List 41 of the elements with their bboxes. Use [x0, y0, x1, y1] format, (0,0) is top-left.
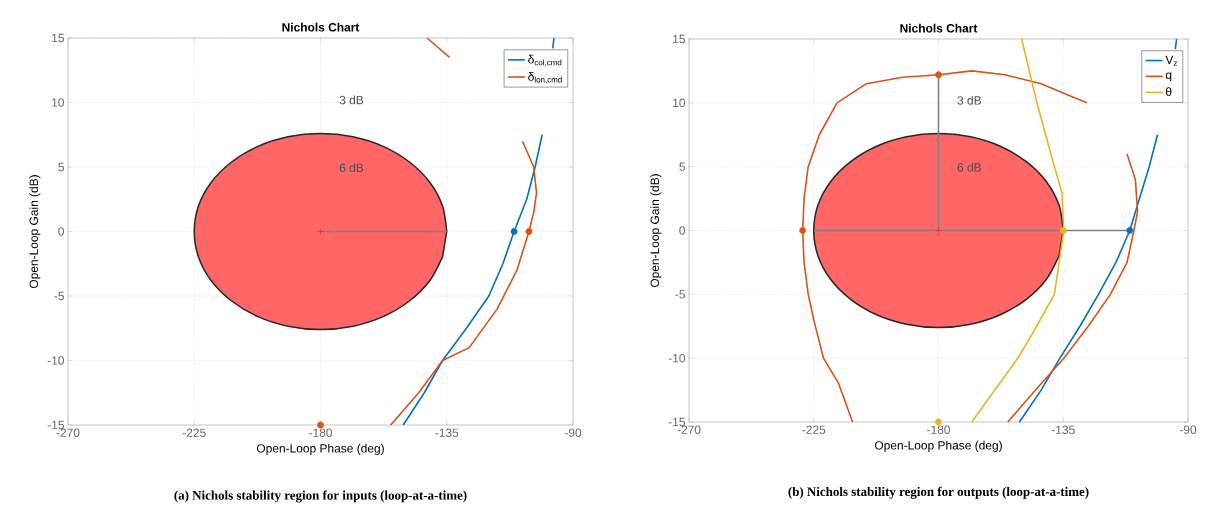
y-tick-label: 10: [52, 98, 65, 107]
chart-title: Nichols Chart: [900, 23, 978, 33]
chart-title: Nichols Chart: [282, 22, 360, 32]
annotation: 6 dB: [339, 163, 364, 173]
y-tick-label: -15: [668, 417, 685, 427]
text: (b) Nichols stability region for outputs (loop-at-a-time): [788, 486, 1089, 499]
y-tick-label: 5: [679, 162, 685, 171]
y-tick-label: 0: [679, 226, 686, 235]
y-axis-title: Open-Loop Gain (dB): [29, 175, 41, 289]
x-axis-title: Open-Loop Phase (deg): [874, 440, 1002, 452]
x-tick-label: -90: [1179, 425, 1197, 434]
y-tick-label: 15: [673, 34, 685, 44]
legend-label: q: [1165, 72, 1172, 82]
x-axis-title: Open-Loop Phase (deg): [256, 443, 384, 455]
y-tick-label: 0: [58, 227, 65, 236]
y-tick-label: 5: [58, 162, 64, 172]
y-axis-title: Open-Loop Gain (dB): [650, 174, 662, 288]
x-tick-label: -225: [182, 428, 206, 437]
legend-label: δ$_{col,cmd}$: [528, 54, 562, 67]
x-tick-label: -135: [435, 428, 459, 437]
y-tick-label: -10: [47, 356, 65, 365]
y-tick-label: 10: [673, 98, 686, 108]
annotation: 3 dB: [339, 95, 364, 105]
legend-label: θ: [1166, 87, 1172, 97]
x-tick-label: -180: [927, 425, 951, 434]
x-tick-label: -270: [56, 428, 80, 437]
y-tick-label: -5: [675, 290, 685, 299]
x-tick-label: -270: [677, 425, 701, 434]
x-tick-label: -90: [564, 428, 582, 437]
y-tick-label: -10: [668, 353, 686, 363]
legend-label: δ$_{lon,cmd}$: [528, 71, 562, 84]
x-tick-label: -180: [309, 428, 332, 437]
legend-label: V$_{z}$: [1165, 55, 1177, 66]
x-tick-label: -135: [1051, 425, 1075, 434]
x-tick-label: -225: [802, 425, 826, 434]
annotation: 6 dB: [957, 162, 981, 172]
annotation: 3 dB: [957, 95, 981, 105]
y-tick-label: -5: [54, 291, 64, 301]
y-tick-label: -15: [47, 420, 64, 430]
y-tick-label: 15: [52, 33, 64, 43]
text: (a) Nichols stability region for inputs (loop-at-a-time): [174, 490, 467, 503]
